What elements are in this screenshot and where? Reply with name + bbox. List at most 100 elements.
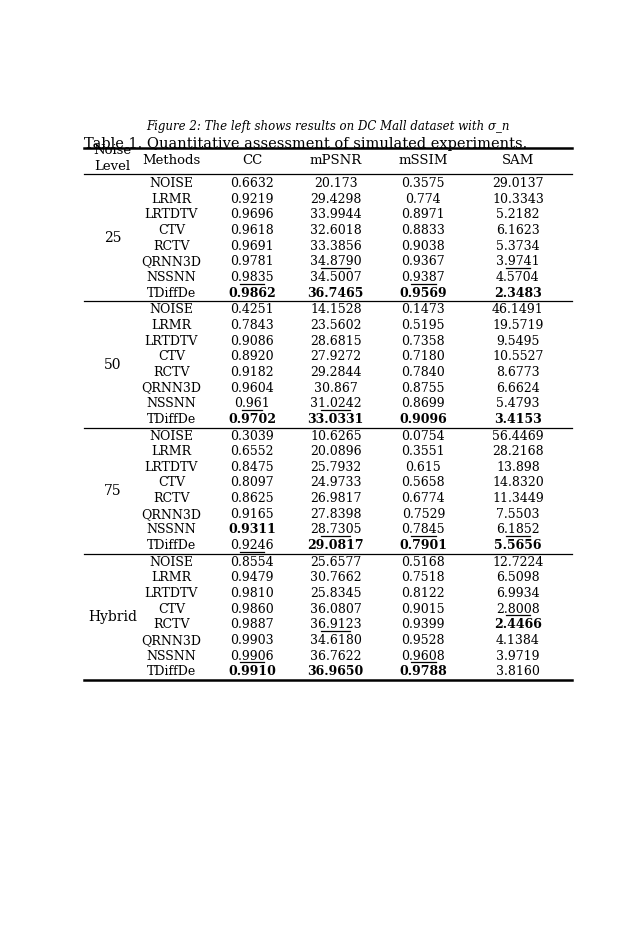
Text: 0.6632: 0.6632	[230, 177, 274, 190]
Text: LRTDTV: LRTDTV	[145, 208, 198, 222]
Text: 0.7180: 0.7180	[401, 350, 445, 364]
Text: 25.6577: 25.6577	[310, 556, 362, 568]
Text: LRTDTV: LRTDTV	[145, 461, 198, 474]
Text: 27.8398: 27.8398	[310, 507, 362, 521]
Text: NSSNN: NSSNN	[147, 397, 196, 410]
Text: 0.9702: 0.9702	[228, 413, 276, 426]
Text: 0.9038: 0.9038	[401, 240, 445, 252]
Text: 0.7358: 0.7358	[401, 334, 445, 347]
Text: 5.2182: 5.2182	[496, 208, 540, 222]
Text: 0.8122: 0.8122	[401, 587, 445, 600]
Text: 0.8833: 0.8833	[401, 224, 445, 237]
Text: 34.5007: 34.5007	[310, 271, 362, 284]
Text: 0.9165: 0.9165	[230, 507, 274, 521]
Text: LRTDTV: LRTDTV	[145, 587, 198, 600]
Text: 0.3551: 0.3551	[401, 446, 445, 458]
Text: 0.8971: 0.8971	[401, 208, 445, 222]
Text: 6.6624: 6.6624	[496, 382, 540, 394]
Text: 0.9860: 0.9860	[230, 603, 274, 616]
Text: 0.9906: 0.9906	[230, 649, 274, 663]
Text: 11.3449: 11.3449	[492, 492, 544, 506]
Text: 10.6265: 10.6265	[310, 429, 362, 443]
Text: 0.1473: 0.1473	[401, 304, 445, 316]
Text: 9.5495: 9.5495	[496, 334, 540, 347]
Text: LRTDTV: LRTDTV	[145, 334, 198, 347]
Text: 2.3483: 2.3483	[494, 287, 541, 300]
Text: 0.9910: 0.9910	[228, 665, 276, 678]
Text: 34.8790: 34.8790	[310, 255, 362, 268]
Text: 30.7662: 30.7662	[310, 571, 362, 585]
Text: RCTV: RCTV	[153, 618, 189, 631]
Text: 10.3343: 10.3343	[492, 193, 544, 206]
Text: 0.8755: 0.8755	[401, 382, 445, 394]
Text: 0.3575: 0.3575	[401, 177, 445, 190]
Text: 0.9781: 0.9781	[230, 255, 274, 268]
Text: 6.1623: 6.1623	[496, 224, 540, 237]
Text: 24.9733: 24.9733	[310, 476, 362, 489]
Text: 7.5503: 7.5503	[496, 507, 540, 521]
Text: 0.9691: 0.9691	[230, 240, 274, 252]
Text: 6.5098: 6.5098	[496, 571, 540, 585]
Text: 0.9569: 0.9569	[399, 287, 447, 300]
Text: 28.7305: 28.7305	[310, 524, 362, 536]
Text: mPSNR: mPSNR	[310, 154, 362, 167]
Text: Noise
Level: Noise Level	[93, 144, 132, 172]
Text: 75: 75	[104, 484, 122, 498]
Text: 25.8345: 25.8345	[310, 587, 362, 600]
Text: 0.8699: 0.8699	[401, 397, 445, 410]
Text: 0.7843: 0.7843	[230, 319, 274, 332]
Text: 27.9272: 27.9272	[310, 350, 362, 364]
Text: QRNN3D: QRNN3D	[141, 634, 202, 647]
Text: 0.7901: 0.7901	[399, 539, 447, 552]
Text: 46.1491: 46.1491	[492, 304, 544, 316]
Text: 0.9182: 0.9182	[230, 366, 274, 379]
Text: 0.9096: 0.9096	[399, 413, 447, 426]
Text: 30.867: 30.867	[314, 382, 358, 394]
Text: LRMR: LRMR	[152, 571, 191, 585]
Text: 0.6552: 0.6552	[230, 446, 274, 458]
Text: 0.9862: 0.9862	[228, 287, 276, 300]
Text: CTV: CTV	[158, 476, 185, 489]
Text: 34.6180: 34.6180	[310, 634, 362, 647]
Text: 33.9944: 33.9944	[310, 208, 362, 222]
Text: RCTV: RCTV	[153, 366, 189, 379]
Text: 29.0137: 29.0137	[492, 177, 543, 190]
Text: 0.8097: 0.8097	[230, 476, 274, 489]
Text: 0.961: 0.961	[234, 397, 270, 410]
Text: 0.7529: 0.7529	[402, 507, 445, 521]
Text: 3.8160: 3.8160	[496, 665, 540, 678]
Text: 10.5527: 10.5527	[492, 350, 543, 364]
Text: 0.5658: 0.5658	[401, 476, 445, 489]
Text: mSSIM: mSSIM	[399, 154, 448, 167]
Text: NOISE: NOISE	[150, 429, 193, 443]
Text: 36.0807: 36.0807	[310, 603, 362, 616]
Text: TDiffDe: TDiffDe	[147, 413, 196, 426]
Text: NSSNN: NSSNN	[147, 271, 196, 284]
Text: 29.4298: 29.4298	[310, 193, 362, 206]
Text: 0.9696: 0.9696	[230, 208, 274, 222]
Text: 12.7224: 12.7224	[492, 556, 543, 568]
Text: QRNN3D: QRNN3D	[141, 255, 202, 268]
Text: 0.9604: 0.9604	[230, 382, 274, 394]
Text: 0.9246: 0.9246	[230, 539, 274, 552]
Text: 0.9835: 0.9835	[230, 271, 274, 284]
Text: 28.6815: 28.6815	[310, 334, 362, 347]
Text: 14.8320: 14.8320	[492, 476, 544, 489]
Text: TDiffDe: TDiffDe	[147, 665, 196, 678]
Text: 0.6774: 0.6774	[401, 492, 445, 506]
Text: 0.0754: 0.0754	[401, 429, 445, 443]
Text: 0.9219: 0.9219	[230, 193, 274, 206]
Text: 0.9387: 0.9387	[401, 271, 445, 284]
Text: NOISE: NOISE	[150, 177, 193, 190]
Text: 0.9903: 0.9903	[230, 634, 274, 647]
Text: 28.2168: 28.2168	[492, 446, 544, 458]
Text: 0.9086: 0.9086	[230, 334, 274, 347]
Text: 0.9399: 0.9399	[401, 618, 445, 631]
Text: 2.4466: 2.4466	[494, 618, 542, 631]
Text: 0.9015: 0.9015	[401, 603, 445, 616]
Text: 36.7465: 36.7465	[308, 287, 364, 300]
Text: 32.6018: 32.6018	[310, 224, 362, 237]
Text: QRNN3D: QRNN3D	[141, 507, 202, 521]
Text: 13.898: 13.898	[496, 461, 540, 474]
Text: 6.1852: 6.1852	[496, 524, 540, 536]
